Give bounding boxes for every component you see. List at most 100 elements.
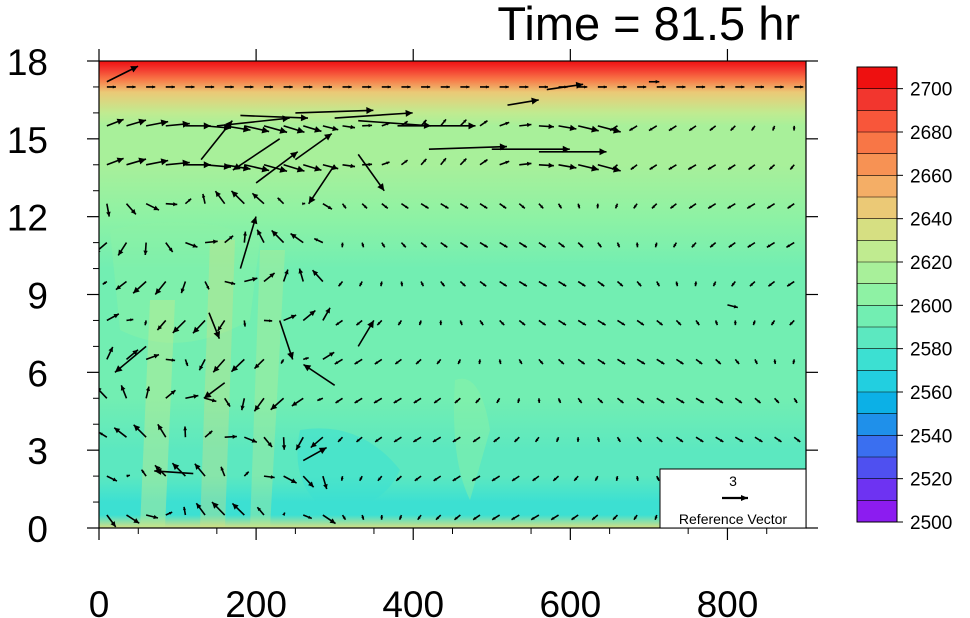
wind-vector: [270, 397, 285, 411]
colorbar-label: 2640: [910, 210, 952, 231]
wind-vector: [754, 85, 765, 89]
wind-vector: [185, 394, 199, 400]
wind-vector: [440, 241, 448, 248]
wind-vector: [793, 436, 801, 443]
wind-vector: [243, 231, 247, 243]
y-tick-label: 15: [7, 120, 48, 161]
wind-vector: [714, 320, 719, 326]
wind-vector: [435, 514, 442, 521]
wind-vector: [165, 202, 178, 207]
wind-vector: [413, 397, 422, 404]
wind-vector: [773, 397, 780, 404]
wind-vector: [146, 85, 156, 89]
wind-vector: [200, 120, 233, 161]
wind-vector: [558, 319, 567, 326]
wind-vector: [637, 85, 647, 89]
colorbar-label: 2500: [910, 513, 952, 534]
wind-vector: [263, 85, 274, 89]
wind-vector: [418, 320, 422, 326]
wind-vector: [648, 79, 660, 84]
wind-vector: [432, 436, 442, 443]
wind-vector: [656, 85, 666, 89]
wind-vector: [754, 397, 762, 404]
wind-vector: [597, 242, 602, 248]
wind-vector: [374, 436, 383, 443]
wind-vector: [244, 277, 258, 283]
wind-vector: [203, 382, 226, 399]
wind-vector: [695, 319, 700, 326]
wind-vector: [478, 359, 482, 365]
wind-vector: [695, 397, 705, 404]
wind-vector: [669, 203, 677, 210]
wind-vector: [355, 436, 363, 443]
wind-vector: [359, 475, 363, 482]
wind-vector: [428, 143, 507, 151]
wind-vector: [253, 397, 265, 412]
colorbar-swatch: [857, 478, 897, 501]
wind-vector: [208, 312, 221, 339]
wind-vector: [630, 164, 638, 171]
wind-vector: [263, 125, 288, 134]
colorbar-label: 2680: [910, 123, 952, 144]
wind-vector: [656, 475, 660, 482]
wind-vector: [471, 475, 481, 482]
wind-vector: [302, 309, 316, 322]
wind-vector: [479, 280, 487, 287]
wind-vector: [165, 159, 190, 167]
wind-vector: [656, 397, 665, 404]
wind-vector: [126, 514, 140, 524]
wind-vector: [106, 157, 124, 166]
contour-blob: [200, 240, 235, 528]
wind-vector: [518, 203, 526, 209]
wind-vector: [230, 358, 245, 373]
wind-vector: [668, 125, 677, 132]
wind-vector: [472, 436, 481, 443]
contour-blob: [454, 378, 490, 500]
wind-vector: [768, 164, 776, 171]
wind-vector: [475, 397, 481, 404]
wind-vector: [126, 157, 147, 166]
wind-vector: [214, 190, 226, 205]
wind-vector: [675, 281, 679, 287]
wind-vector: [192, 319, 206, 334]
wind-vector: [578, 85, 588, 89]
wind-vector: [183, 426, 187, 438]
wind-vector: [244, 163, 270, 173]
wind-vector: [538, 123, 554, 130]
wind-vector: [772, 125, 776, 131]
wind-vector: [518, 319, 526, 326]
wind-vector: [457, 359, 462, 365]
wind-vector: [749, 280, 756, 287]
wind-vector: [695, 358, 703, 365]
wind-vector: [636, 281, 642, 287]
wind-vector: [550, 514, 559, 521]
wind-vector: [140, 469, 147, 477]
chart-title: Time = 81.5 hr: [497, 0, 800, 50]
wind-vector: [767, 280, 776, 287]
wind-vector: [789, 164, 795, 170]
wind-vector: [499, 280, 508, 287]
wind-vector: [591, 514, 599, 521]
wind-vector: [171, 462, 186, 477]
wind-vector: [278, 320, 294, 360]
wind-vector: [322, 203, 333, 210]
wind-vector: [786, 280, 795, 287]
wind-vector: [224, 235, 234, 244]
wind-vector: [538, 85, 549, 89]
y-tick-label: 3: [27, 431, 48, 472]
wind-vector: [792, 359, 796, 365]
wind-vector: [263, 475, 275, 479]
colorbar-swatch: [857, 500, 897, 523]
wind-vector: [774, 85, 784, 89]
wind-vector: [204, 430, 213, 438]
colorbar-label: 2620: [910, 253, 952, 274]
colorbar-swatch: [857, 175, 897, 198]
wind-vector: [311, 269, 324, 283]
wind-vector: [656, 319, 664, 326]
x-tick-label: 0: [89, 584, 110, 618]
wind-vector: [675, 436, 684, 443]
wind-vector: [712, 281, 717, 287]
wind-vector: [334, 358, 343, 365]
wind-vector: [754, 436, 763, 443]
wind-vector: [479, 85, 490, 89]
